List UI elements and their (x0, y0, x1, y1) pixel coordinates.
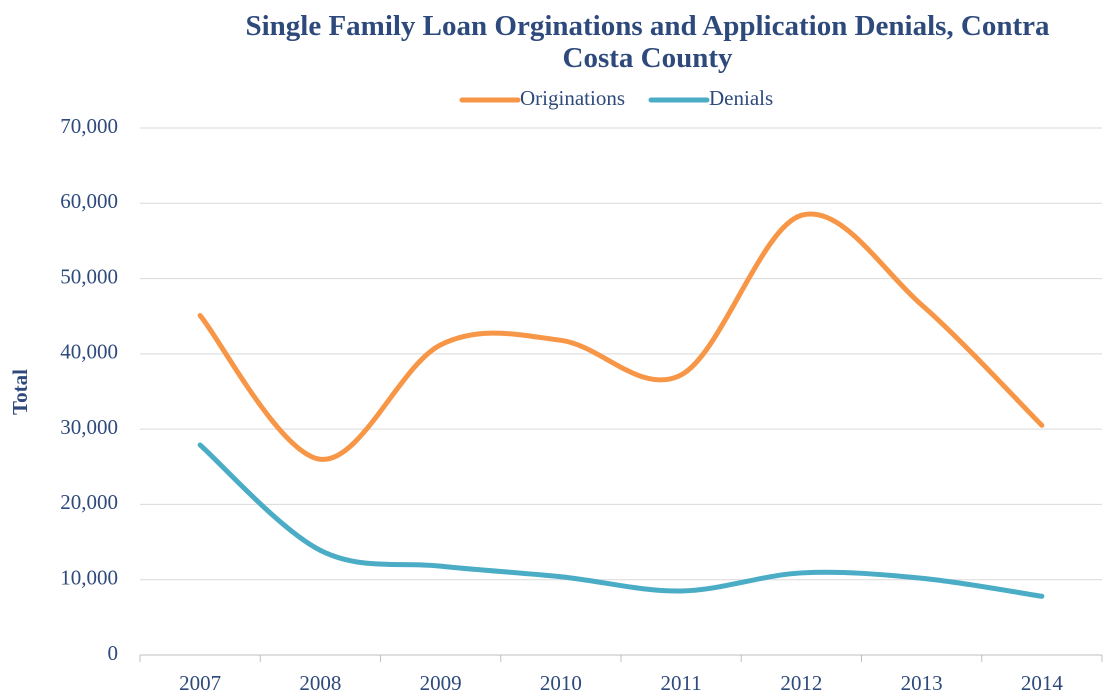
y-tick-label: 10,000 (60, 566, 118, 590)
x-tick-label: 2012 (780, 671, 822, 695)
x-tick-label: 2014 (1021, 671, 1064, 695)
y-tick-label: 40,000 (60, 340, 118, 364)
x-tick-label: 2007 (179, 671, 221, 695)
series-line (197, 211, 1045, 462)
y-tick-label: 70,000 (60, 114, 118, 138)
x-tick-label: 2011 (661, 671, 702, 695)
y-tick-label: 30,000 (60, 415, 118, 439)
x-tick-label: 2009 (420, 671, 462, 695)
x-tick-label: 2010 (540, 671, 582, 695)
chart-title: Single Family Loan Orginations and Appli… (245, 10, 1050, 74)
x-tick-label: 2008 (299, 671, 341, 695)
y-tick-label: 0 (108, 641, 119, 665)
y-axis-label: Total (8, 369, 32, 415)
legend-label: Originations (520, 86, 625, 110)
y-tick-label: 20,000 (60, 490, 118, 514)
y-tick-label: 50,000 (60, 264, 118, 288)
legend-label: Denials (709, 86, 773, 110)
x-tick-label: 2013 (901, 671, 943, 695)
y-tick-label: 60,000 (60, 189, 118, 213)
series-line (197, 442, 1045, 599)
